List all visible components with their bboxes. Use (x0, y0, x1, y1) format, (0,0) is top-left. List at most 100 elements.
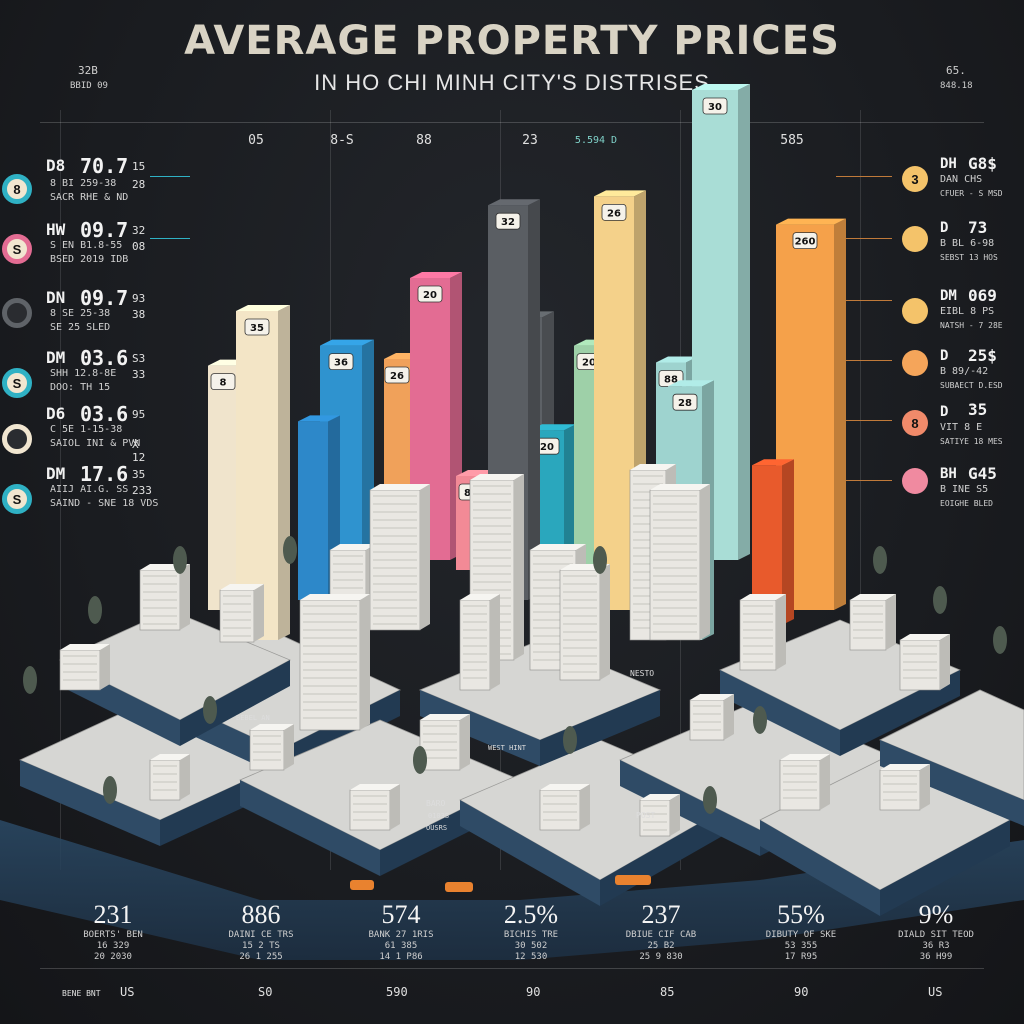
building-roof (150, 754, 190, 760)
legend-line: NATSH - 7 28E (940, 321, 1003, 330)
bar-side (528, 199, 540, 600)
bar-value-label: 35 (250, 323, 264, 334)
platform-edge (20, 760, 160, 846)
stat-line: 53 355 (784, 941, 818, 951)
legend-value: G8$ (968, 154, 997, 173)
footer-label: 90 (526, 985, 541, 999)
bar-label-box (702, 97, 728, 115)
bar-label-box (244, 318, 270, 336)
stat-label: DIALD SIT TEOD (898, 930, 974, 940)
building-side (724, 694, 734, 740)
legend-line: EIBL 8 PS (940, 306, 995, 317)
platform-edge (840, 670, 960, 756)
legend-count: 15 (132, 160, 146, 173)
legend-title: DM (46, 464, 66, 483)
legend-line: B BL 6-98 (940, 238, 995, 249)
legend-title: DM (940, 288, 957, 304)
bar-top (776, 218, 846, 225)
bar (298, 421, 328, 600)
legend-title: DH (940, 156, 957, 172)
building-roof (460, 594, 500, 600)
building (739, 599, 777, 671)
stat-block: 237 DBIUE CIF CAB 25 B2 25 9 830 (596, 900, 726, 963)
building-side (820, 754, 830, 810)
building-roof (420, 714, 470, 720)
district-s-icon: S (2, 368, 32, 398)
stat-label: BANK 27 1RIS (368, 930, 434, 940)
legend-line: SUBAECT D.ESD (940, 381, 1003, 390)
building-roof (650, 484, 710, 490)
legend-aux: 233 (132, 484, 152, 497)
stat-block: 231 BOERTS' BEN 16 329 20 2030 (48, 900, 178, 963)
building (299, 599, 361, 731)
bar-label-box (328, 353, 354, 371)
building (459, 599, 491, 691)
building-side (180, 564, 190, 630)
stat-value: 574 (381, 900, 421, 929)
legend-aux: 28 (132, 178, 146, 191)
stat-block: 55% DIBUTY OF SKE 53 355 17 R95 (736, 900, 866, 963)
district-dm-icon (902, 298, 928, 324)
stat-line: 15 2 TS (242, 941, 280, 951)
footer-label: 90 (794, 985, 809, 999)
stat-value: 231 (93, 900, 133, 929)
legend-title: D6 (46, 404, 66, 423)
district-d-icon (902, 350, 928, 376)
building-roof (540, 784, 590, 790)
district-s-icon: S (2, 234, 32, 264)
platform-edge (180, 660, 290, 746)
district-d-icon (902, 226, 928, 252)
bar (208, 365, 238, 610)
bar-label-box (495, 212, 521, 230)
legend-value: 73 (968, 218, 988, 237)
building-roof (250, 724, 294, 730)
platform-edge (720, 670, 840, 756)
bar-value-label: 8 (220, 378, 227, 389)
stat-line: 25 B2 (647, 941, 675, 951)
legend-line: DAN CHS (940, 174, 983, 185)
legend-title: D (940, 220, 949, 236)
legend-line: S EN B1.8-55 (50, 240, 123, 251)
building-side (360, 594, 370, 730)
legend-line: SE 25 SLED (50, 322, 111, 333)
legend-left: 8 D8 70.7 15 8 BI 259-38 SACR RHE & ND 2… (0, 150, 160, 530)
tree (563, 726, 577, 754)
platform-edge (460, 800, 600, 906)
bus (445, 882, 473, 892)
building (849, 599, 887, 651)
corner-right-sub: 848.18 (940, 81, 973, 91)
tree (23, 666, 37, 694)
bar-value-label: 20 (540, 442, 554, 453)
bar-value-label: 26 (390, 371, 404, 382)
legend-aux: 08 (132, 240, 146, 253)
legend-count: 95 (132, 408, 146, 421)
legend-line: AIIJ AI.G. SS (50, 484, 129, 495)
building-roof (630, 464, 676, 470)
bar-label-box (792, 232, 818, 250)
legend-title: D (940, 404, 949, 420)
column-label: 88 (416, 133, 432, 148)
footer-label: BENE BNT (62, 989, 101, 998)
tree (933, 586, 947, 614)
legend-value: 069 (968, 286, 997, 305)
stat-label: DAINI CE TRS (228, 930, 294, 940)
legend-aux: 33 (132, 368, 146, 381)
building-roof (850, 594, 896, 600)
stat-line: 17 R95 (784, 952, 818, 962)
legend-value: 03.6 (80, 402, 129, 426)
building-roof (640, 794, 680, 800)
building-side (600, 564, 610, 680)
stat-line: 14 1 P86 (379, 952, 423, 962)
bar-value-label: 32 (501, 217, 515, 228)
tree (873, 546, 887, 574)
bar-side (738, 84, 750, 560)
legend-line: 8 SE 25-38 (50, 308, 111, 319)
building (879, 769, 921, 811)
footer-label: US (120, 985, 135, 999)
column-label: 585 (780, 133, 804, 148)
stat-block: 2.5% BICHIS TRE 30 502 12 530 (466, 900, 596, 963)
stat-line: 30 502 (514, 941, 548, 951)
legend-line: SEBST 13 HOS (940, 253, 998, 262)
building-side (284, 724, 294, 770)
legend-aux: X 12 (132, 438, 146, 464)
